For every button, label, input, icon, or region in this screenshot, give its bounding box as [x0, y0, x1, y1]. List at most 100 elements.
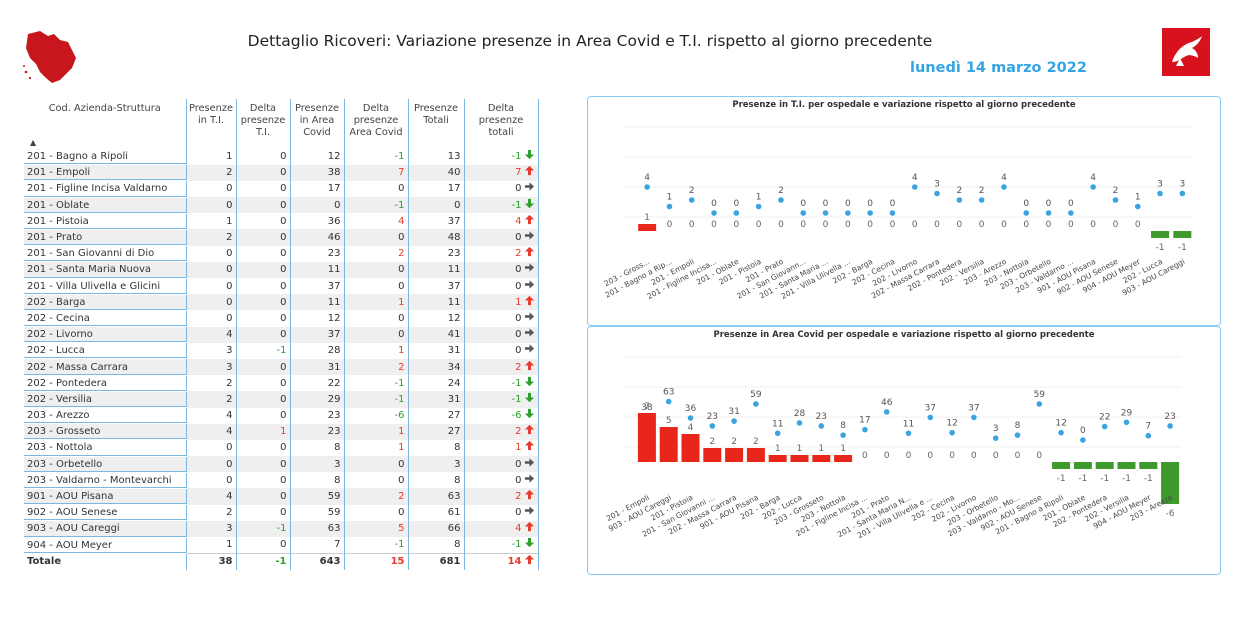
table-row[interactable]: 201 - Prato 2 0 46 0 48 0: [24, 229, 539, 247]
presence-dot[interactable]: [644, 184, 650, 190]
col-header-ti[interactable]: Presenze in T.I.: [186, 99, 237, 149]
variation-bar[interactable]: [1161, 462, 1180, 504]
presence-dot[interactable]: [688, 197, 695, 203]
presence-dot[interactable]: [911, 184, 918, 190]
variation-bar[interactable]: [703, 448, 722, 462]
variation-bar[interactable]: [812, 455, 831, 462]
col-header-delta-ti[interactable]: Delta presenze T.I.: [236, 99, 291, 149]
presence-dot[interactable]: [687, 415, 694, 421]
presence-dot[interactable]: [1101, 423, 1108, 430]
presence-dot[interactable]: [753, 401, 759, 407]
variation-bar[interactable]: [768, 455, 787, 462]
col-header-covid[interactable]: Presenze in Area Covid: [290, 99, 345, 149]
variation-bar[interactable]: [746, 448, 765, 462]
presence-dot[interactable]: [1179, 190, 1186, 197]
presence-dot[interactable]: [956, 197, 963, 203]
presence-dot[interactable]: [905, 430, 912, 437]
presence-dot[interactable]: [862, 426, 868, 433]
presence-dot[interactable]: [731, 418, 737, 424]
presence-dot[interactable]: [992, 435, 999, 441]
presence-dot[interactable]: [883, 409, 890, 415]
table-row[interactable]: 201 - Bagno a Ripoli 1 0 12 -1 13 -1: [24, 149, 539, 166]
variation-bar[interactable]: [637, 413, 656, 462]
table-row[interactable]: 202 - Barga 0 0 11 1 11 1: [24, 294, 539, 311]
presence-dot[interactable]: [1080, 437, 1086, 443]
col-header-structure[interactable]: Cod. Azienda-Struttura ▲: [24, 99, 187, 149]
table-row[interactable]: 202 - Versilia 2 0 29 -1 31 -1: [24, 391, 539, 409]
presence-dot[interactable]: [709, 423, 716, 429]
presence-dot[interactable]: [1036, 401, 1043, 407]
variation-bar[interactable]: [638, 224, 657, 231]
presence-dot[interactable]: [1090, 184, 1096, 190]
presence-dot[interactable]: [1123, 419, 1130, 426]
table-row[interactable]: 904 - AOU Meyer 1 0 7 -1 8 -1: [24, 537, 539, 554]
variation-bar[interactable]: [725, 448, 744, 462]
variation-bar[interactable]: [1052, 462, 1071, 469]
variation-bar[interactable]: [1139, 462, 1158, 469]
presence-dot[interactable]: [845, 210, 851, 216]
table-row[interactable]: 201 - Empoli 2 0 38 7 40 7: [24, 164, 539, 182]
presence-dot[interactable]: [1045, 210, 1052, 216]
table-row[interactable]: 203 - Valdarno - Montevarchi 0 0 8 0 8 0: [24, 472, 539, 489]
variation-bar[interactable]: [659, 427, 678, 462]
col-header-totali[interactable]: Presenze Totali: [408, 99, 465, 149]
presence-dot[interactable]: [1167, 423, 1173, 429]
presence-dot[interactable]: [1001, 184, 1007, 190]
presence-dot[interactable]: [1068, 210, 1074, 216]
table-row[interactable]: 201 - Santa Maria Nuova 0 0 11 0 11 0: [24, 261, 539, 279]
presence-dot[interactable]: [778, 197, 784, 203]
table-row[interactable]: 203 - Nottola 0 0 8 1 8 1: [24, 439, 539, 457]
presence-dot[interactable]: [1145, 432, 1152, 439]
variation-bar[interactable]: [834, 455, 853, 462]
variation-bar[interactable]: [790, 455, 809, 462]
presence-dot[interactable]: [666, 203, 673, 210]
presence-dot[interactable]: [949, 429, 955, 436]
table-row[interactable]: 201 - San Giovanni di Dio 0 0 23 2 23 2: [24, 245, 539, 263]
table-row[interactable]: 902 - AOU Senese 2 0 59 0 61 0: [24, 504, 539, 522]
variation-bar[interactable]: [1173, 231, 1192, 238]
table-row[interactable]: 202 - Massa Carrara 3 0 31 2 34 2: [24, 358, 539, 376]
presence-dot[interactable]: [867, 210, 873, 216]
presence-dot[interactable]: [889, 210, 896, 216]
col-header-delta-totali[interactable]: Delta presenze totali: [464, 99, 539, 149]
presence-dot[interactable]: [774, 430, 781, 437]
table-row[interactable]: 201 - Pistoia 1 0 36 4 37 4: [24, 213, 539, 230]
table-row[interactable]: 203 - Orbetello 0 0 3 0 3 0: [24, 456, 539, 473]
presence-dot[interactable]: [1023, 210, 1030, 216]
presence-dot[interactable]: [978, 197, 985, 203]
variation-bar[interactable]: [681, 434, 700, 462]
table-row[interactable]: 202 - Livorno 4 0 37 0 41 0: [24, 326, 539, 344]
table-row[interactable]: 903 - AOU Careggi 3 -1 63 5 66 4: [24, 520, 539, 538]
table-row[interactable]: 201 - Figline Incisa Valdarno 0 0 17 0 17 0: [24, 180, 539, 198]
table-row[interactable]: 203 - Grosseto 4 1 23 1 27 2: [24, 423, 539, 441]
presence-dot[interactable]: [800, 210, 807, 216]
presence-dot[interactable]: [818, 423, 825, 429]
presence-dot[interactable]: [840, 432, 846, 438]
table-row[interactable]: 201 - Oblate 0 0 0 -1 0 -1: [24, 197, 539, 214]
presence-dot[interactable]: [927, 414, 934, 421]
presence-dot[interactable]: [796, 420, 803, 426]
presence-dot[interactable]: [822, 210, 829, 216]
table-row[interactable]: 202 - Lucca 3 -1 28 1 31 0: [24, 342, 539, 360]
presence-dot[interactable]: [1157, 190, 1163, 197]
presence-dot[interactable]: [934, 190, 940, 197]
table-row[interactable]: 203 - Arezzo 4 0 23 -6 27 -6: [24, 407, 539, 425]
presence-dot[interactable]: [755, 203, 762, 210]
variation-bar[interactable]: [1073, 462, 1092, 469]
presence-dot[interactable]: [711, 210, 717, 216]
presence-dot[interactable]: [1058, 429, 1064, 436]
variation-bar[interactable]: [1095, 462, 1114, 469]
presence-dot[interactable]: [1134, 203, 1141, 210]
table-row[interactable]: 901 - AOU Pisana 4 0 59 2 63 2: [24, 488, 539, 506]
table-row[interactable]: 201 - Villa Ulivella e Glicini 0 0 37 0 37 0: [24, 278, 539, 295]
table-row[interactable]: 202 - Cecina 0 0 12 0 12 0: [24, 310, 539, 328]
presence-dot[interactable]: [1014, 432, 1021, 438]
variation-bar[interactable]: [1151, 231, 1170, 238]
presence-dot[interactable]: [1112, 197, 1119, 203]
table-row[interactable]: 202 - Pontedera 2 0 22 -1 24 -1: [24, 375, 539, 392]
col-header-delta-covid[interactable]: Delta presenze Area Covid: [344, 99, 409, 149]
presence-dot[interactable]: [971, 414, 977, 421]
presence-dot[interactable]: [733, 210, 740, 216]
variation-bar[interactable]: [1117, 462, 1136, 469]
presence-dot[interactable]: [665, 398, 672, 405]
